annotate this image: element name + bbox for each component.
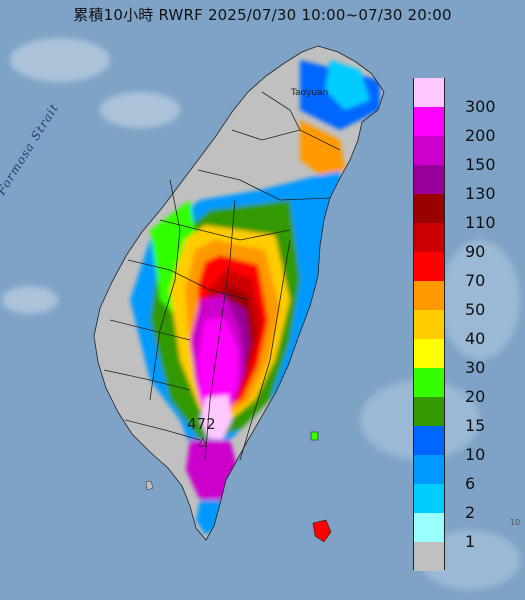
legend-swatch (414, 368, 444, 397)
legend-label: 40 (465, 329, 486, 348)
legend-swatch (414, 78, 444, 107)
map-title: 累積10小時 RWRF 2025/07/30 10:00~07/30 20:00 (73, 6, 452, 24)
legend-label: 30 (465, 358, 486, 377)
legend-label: 20 (465, 387, 486, 406)
legend-label: 15 (465, 416, 486, 435)
legend-label: 70 (465, 271, 486, 290)
edge-tick-label: 10 (510, 518, 521, 527)
rainfall-fields (130, 60, 380, 535)
county-boundaries (93, 45, 385, 541)
legend-label: 1 (465, 532, 476, 551)
max-rainfall-value: 472 (187, 415, 216, 433)
legend-swatch (414, 165, 444, 194)
legend-swatch (414, 223, 444, 252)
max-rainfall-marker: △ (198, 434, 208, 448)
legend-swatch (414, 310, 444, 339)
legend-label: 200 (465, 126, 496, 145)
legend-colorbar (413, 78, 445, 571)
legend-swatch (414, 252, 444, 281)
legend-label: 50 (465, 300, 486, 319)
legend-swatch (414, 397, 444, 426)
legend-label: 2 (465, 503, 476, 522)
green-island (310, 431, 319, 441)
city-label: Taoyuan (291, 88, 329, 98)
orchid-island (312, 519, 332, 543)
liuqiu-island (145, 480, 154, 491)
legend-swatch (414, 455, 444, 484)
legend-swatch (414, 339, 444, 368)
legend-swatch (414, 426, 444, 455)
legend-label: 90 (465, 242, 486, 261)
legend-swatch (414, 484, 444, 513)
legend-swatch (414, 136, 444, 165)
legend-swatch (414, 107, 444, 136)
legend-label: 300 (465, 97, 496, 116)
legend-swatch (414, 513, 444, 542)
legend-swatch (414, 281, 444, 310)
legend-swatch (414, 542, 444, 571)
legend-label: 130 (465, 184, 496, 203)
legend-label: 150 (465, 155, 496, 174)
legend-label: 110 (465, 213, 496, 232)
legend-swatch (414, 194, 444, 223)
legend-label: 6 (465, 474, 476, 493)
legend-label: 10 (465, 445, 486, 464)
